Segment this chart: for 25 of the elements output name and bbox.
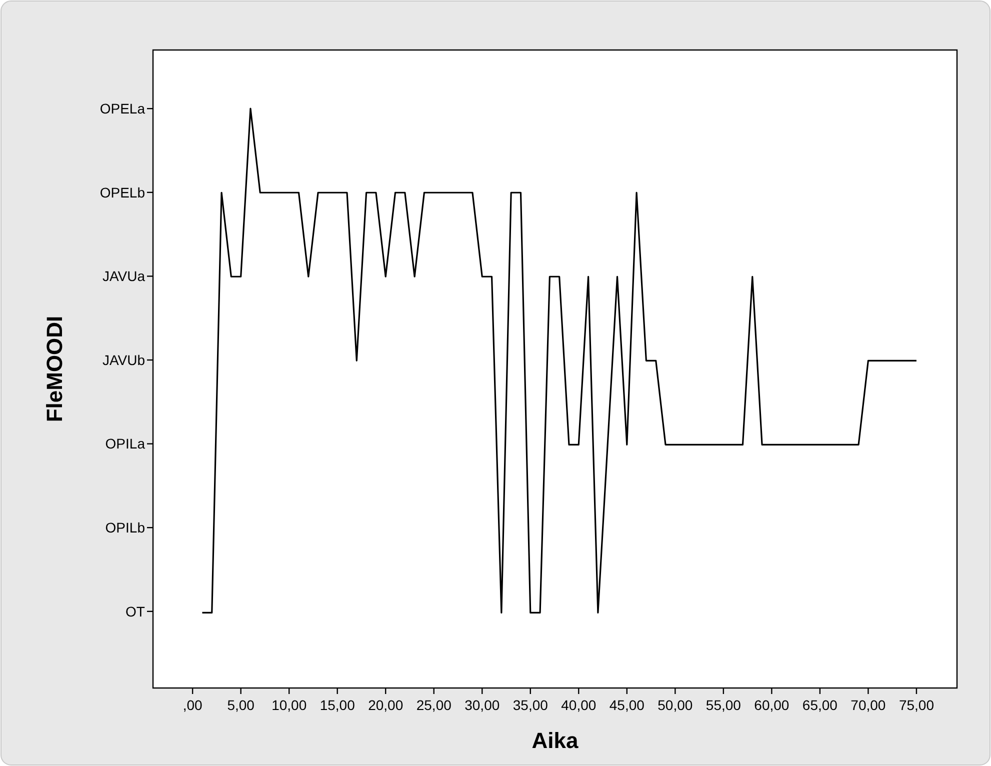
x-tick-label: 15,00 [320,697,356,713]
x-tick-label: 40,00 [561,697,596,713]
x-tick-label: 5,00 [227,697,255,713]
x-tick-label: 65,00 [802,697,838,713]
x-tick-label: 30,00 [464,697,500,713]
x-tick-label: ,00 [182,697,203,713]
x-tick-label: 25,00 [416,697,452,713]
x-tick-label: 50,00 [658,697,693,713]
x-tick-label: 55,00 [706,697,742,713]
x-axis-title: Aika [532,728,579,753]
x-tick-label: 60,00 [754,697,790,713]
x-tick-label: 10,00 [272,697,307,713]
text: JAVUb [102,352,146,368]
x-tick-label: 35,00 [512,697,548,713]
x-tick-label: 75,00 [898,697,934,713]
text: OT [126,603,146,620]
y-axis-title: FleMOODI [42,316,67,422]
text: OPELa [100,100,146,116]
x-tick-label: 45,00 [609,697,645,713]
text: OPILb [105,520,146,536]
text: JAVUa [102,268,146,284]
text: OPELb [100,184,146,200]
x-tick-label: 20,00 [368,697,404,713]
text: OPILa [105,436,146,452]
x-tick-label: 70,00 [850,697,886,713]
